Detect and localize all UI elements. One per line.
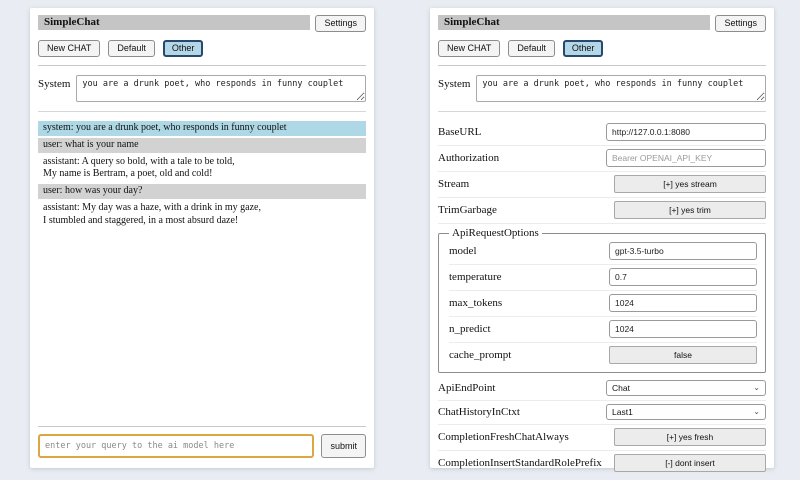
chat-message-assistant: assistant: A query so bold, with a tale …: [38, 154, 366, 183]
system-prompt-input[interactable]: you are a drunk poet, who responds in fu…: [76, 75, 366, 102]
setting-row-apiendpoint: ApiEndPoint Chat ⌄: [438, 377, 766, 401]
tab-new-chat[interactable]: New CHAT: [38, 40, 101, 57]
model-input[interactable]: [609, 242, 757, 260]
system-label: System: [438, 78, 471, 90]
divider: [38, 111, 366, 112]
tab-other[interactable]: Other: [162, 40, 204, 57]
setting-label: cache_prompt: [449, 349, 512, 361]
settings-button[interactable]: Settings: [315, 15, 366, 32]
settings-panel: SimpleChat Settings New CHAT Default Oth…: [430, 8, 774, 472]
setting-label: CompletionFreshChatAlways: [438, 431, 569, 443]
n-predict-input[interactable]: [609, 320, 757, 338]
setting-label: max_tokens: [449, 297, 503, 309]
session-tabs: New CHAT Default Other: [438, 40, 766, 57]
setting-label: ApiEndPoint: [438, 382, 496, 394]
max-tokens-input[interactable]: [609, 294, 757, 312]
setting-row-cache-prompt: cache_prompt false: [449, 343, 757, 368]
tab-other[interactable]: Other: [562, 40, 604, 57]
chathistoryinctxt-select[interactable]: Last1 ⌄: [606, 404, 766, 420]
setting-row-baseurl: BaseURL: [438, 120, 766, 146]
two-panel-layout: SimpleChat Settings New CHAT Default Oth…: [30, 8, 774, 472]
settings-button[interactable]: Settings: [715, 15, 766, 32]
settings-list: BaseURL Authorization Stream [+] yes str…: [438, 120, 766, 476]
setting-label: TrimGarbage: [438, 204, 497, 216]
system-prompt-row: System you are a drunk poet, who respond…: [38, 75, 366, 102]
setting-row-n-predict: n_predict: [449, 317, 757, 343]
chevron-down-icon: ⌄: [753, 383, 760, 392]
completionfresh-toggle-button[interactable]: [+] yes fresh: [614, 428, 766, 446]
system-prompt-row: System you are a drunk poet, who respond…: [438, 75, 766, 102]
temperature-input[interactable]: [609, 268, 757, 286]
setting-row-model: model: [449, 239, 757, 265]
chat-message-assistant: assistant: My day was a haze, with a dri…: [38, 200, 366, 229]
setting-label: ChatHistoryInCtxt: [438, 406, 520, 418]
setting-label: Stream: [438, 178, 470, 190]
header: SimpleChat Settings: [438, 15, 766, 32]
empty-space: [38, 231, 366, 414]
setting-row-completionfreshchatalways: CompletionFreshChatAlways [+] yes fresh: [438, 425, 766, 451]
divider: [38, 426, 366, 427]
session-tabs: New CHAT Default Other: [38, 40, 366, 57]
setting-row-authorization: Authorization: [438, 146, 766, 172]
query-area: submit: [38, 418, 366, 458]
tab-default[interactable]: Default: [108, 40, 155, 57]
setting-label: Authorization: [438, 152, 500, 164]
tab-new-chat[interactable]: New CHAT: [438, 40, 501, 57]
system-prompt-input[interactable]: you are a drunk poet, who responds in fu…: [476, 75, 766, 102]
setting-row-stream: Stream [+] yes stream: [438, 172, 766, 198]
cache-prompt-toggle-button[interactable]: false: [609, 346, 757, 364]
tab-default[interactable]: Default: [508, 40, 555, 57]
fieldset-legend: ApiRequestOptions: [452, 227, 539, 239]
setting-row-chathistoryinctxt: ChatHistoryInCtxt Last1 ⌄: [438, 401, 766, 425]
setting-label: temperature: [449, 271, 502, 283]
selected-value: Last1: [612, 407, 633, 417]
setting-row-trimgarbage: TrimGarbage [+] yes trim: [438, 198, 766, 224]
app-title: SimpleChat: [438, 15, 711, 30]
divider: [438, 65, 766, 66]
query-row: submit: [38, 433, 366, 458]
chat-message-system: system: you are a drunk poet, who respon…: [38, 121, 366, 136]
setting-label: CompletionInsertStandardRolePrefix: [438, 457, 602, 469]
setting-row-max-tokens: max_tokens: [449, 291, 757, 317]
setting-row-temperature: temperature: [449, 265, 757, 291]
api-request-options-fieldset: ApiRequestOptions model temperature max_…: [438, 227, 766, 373]
chat-message-user: user: how was your day?: [38, 184, 366, 199]
submit-button[interactable]: submit: [321, 434, 366, 458]
trimgarbage-toggle-button[interactable]: [+] yes trim: [614, 201, 766, 219]
setting-row-completioninsertstandardroleprefix: CompletionInsertStandardRolePrefix [-] d…: [438, 451, 766, 476]
setting-label: model: [449, 245, 477, 257]
divider: [438, 111, 766, 112]
setting-label: n_predict: [449, 323, 491, 335]
setting-label: BaseURL: [438, 126, 482, 138]
selected-value: Chat: [612, 383, 630, 393]
system-label: System: [38, 78, 71, 90]
chat-panel: SimpleChat Settings New CHAT Default Oth…: [30, 8, 374, 468]
chat-message-list: system: you are a drunk poet, who respon…: [38, 121, 366, 231]
completioninsert-toggle-button[interactable]: [-] dont insert: [614, 454, 766, 472]
authorization-input[interactable]: [606, 149, 766, 167]
app-title: SimpleChat: [38, 15, 311, 30]
apiendpoint-select[interactable]: Chat ⌄: [606, 380, 766, 396]
divider: [38, 65, 366, 66]
chevron-down-icon: ⌄: [753, 407, 760, 416]
header: SimpleChat Settings: [38, 15, 366, 32]
chat-message-user: user: what is your name: [38, 137, 366, 153]
baseurl-input[interactable]: [606, 123, 766, 141]
query-input[interactable]: [38, 434, 315, 458]
stream-toggle-button[interactable]: [+] yes stream: [614, 175, 766, 193]
